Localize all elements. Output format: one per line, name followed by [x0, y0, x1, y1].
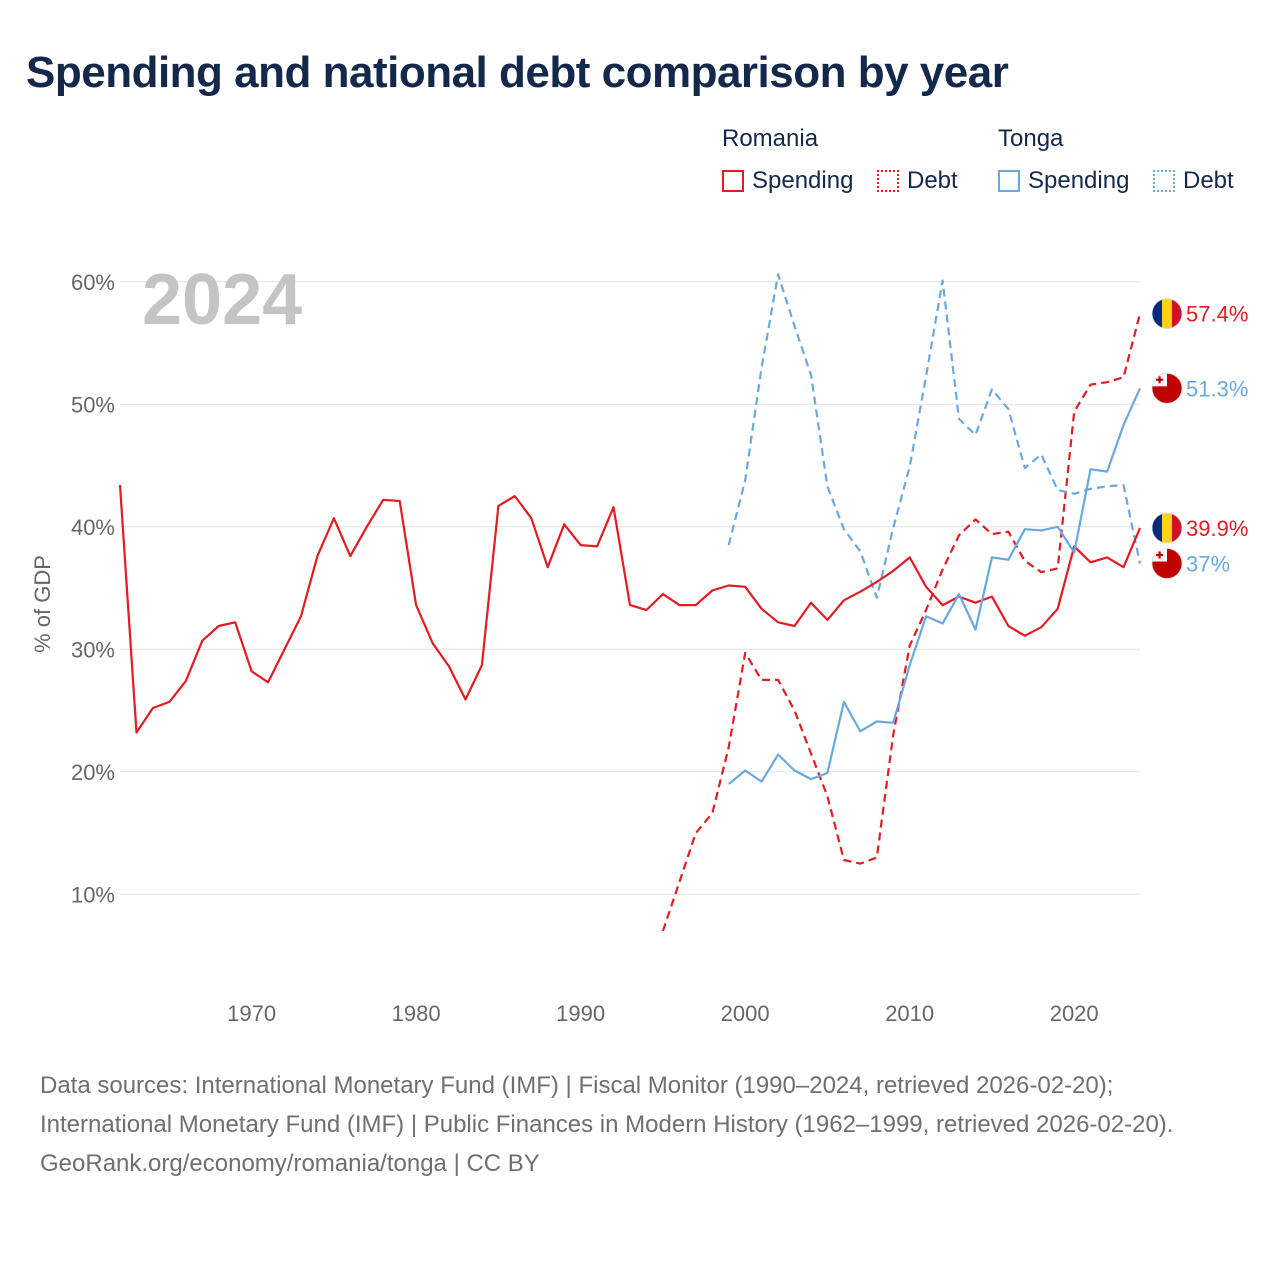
legend-swatch-dotted-red: [877, 170, 899, 192]
y-tick-label: 50%: [71, 392, 115, 417]
romania-end-label: 57.4%: [1151, 298, 1248, 330]
legend-romania-debt[interactable]: Debt: [877, 166, 958, 196]
legend-swatch-dotted-blue: [1153, 170, 1175, 192]
tonga-flag-icon: [1152, 373, 1182, 404]
legend-label: Debt: [1183, 167, 1234, 194]
tonga-end-label: 37%: [1151, 548, 1230, 579]
series-line-tonga-debt[interactable]: [727, 273, 1142, 599]
y-tick-label: 10%: [71, 882, 115, 907]
legend-romania-spending[interactable]: Spending: [722, 166, 853, 196]
romania-flag-icon: [1152, 298, 1182, 329]
y-tick-label: 30%: [71, 637, 115, 662]
legend-label: Debt: [907, 167, 958, 194]
y-axis-title: % of GDP: [30, 555, 55, 653]
x-tick-label: 2010: [885, 1001, 934, 1026]
legend-group-tonga: Tonga: [998, 125, 1064, 152]
y-tick-label: 40%: [71, 515, 115, 540]
chart-title: Spending and national debt comparison by…: [26, 48, 1009, 97]
footer: Data sources: International Monetary Fun…: [40, 1066, 1240, 1183]
tonga-end-label: 51.3%: [1151, 372, 1248, 404]
x-tick-label: 2000: [721, 1001, 770, 1026]
legend-swatch-solid-blue: [998, 170, 1020, 192]
end-labels: 57.4% 51.3% 39.9% 37%: [1151, 298, 1248, 579]
end-value-label: 39.9%: [1186, 516, 1248, 541]
x-tick-label: 1980: [392, 1001, 441, 1026]
x-tick-label: 2020: [1050, 1001, 1099, 1026]
attribution-link[interactable]: GeoRank.org/economy/romania/tonga | CC B…: [40, 1150, 540, 1177]
gridlines: [120, 281, 1140, 895]
series: [118, 273, 1142, 932]
romania-end-label: 39.9%: [1151, 512, 1248, 544]
legend-tonga-debt[interactable]: Debt: [1153, 166, 1234, 196]
x-tick-label: 1990: [556, 1001, 605, 1026]
legend-swatch-solid-red: [722, 170, 744, 192]
legend-label: Spending: [752, 167, 854, 194]
series-line-romania-spending[interactable]: [118, 485, 1142, 734]
legend-label: Spending: [1028, 167, 1130, 194]
y-tick-label: 60%: [71, 270, 115, 295]
axes: 10% 20% 30% 40% 50% 60% 1970 1980 1990 2000 2010 20…: [71, 270, 1099, 1026]
series-line-romania-debt[interactable]: [661, 313, 1142, 932]
line-chart: 2024 10% 20% 30% 40% 50% 60% 1970 1980 1990 2000 2…: [30, 260, 1248, 1026]
data-sources: Data sources: International Monetary Fun…: [40, 1072, 1174, 1138]
legend-tonga-spending[interactable]: Spending: [998, 166, 1129, 196]
end-value-label: 57.4%: [1186, 302, 1248, 327]
y-tick-label: 20%: [71, 760, 115, 785]
year-watermark: 2024: [142, 260, 302, 340]
end-value-label: 51.3%: [1186, 376, 1248, 401]
x-tick-label: 1970: [227, 1001, 276, 1026]
legend-group-romania: Romania: [722, 125, 819, 152]
series-line-tonga-spending[interactable]: [728, 387, 1142, 785]
end-value-label: 37%: [1186, 552, 1230, 577]
romania-flag-icon: [1152, 513, 1182, 543]
